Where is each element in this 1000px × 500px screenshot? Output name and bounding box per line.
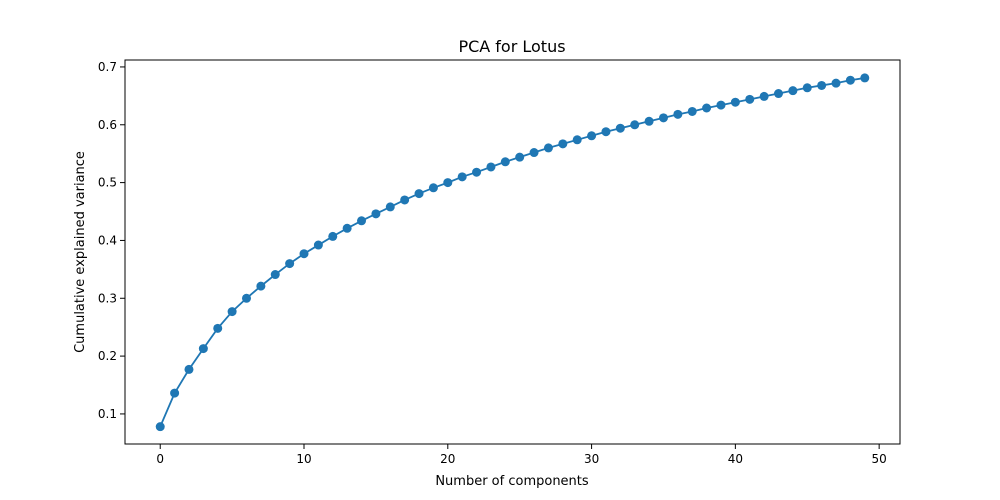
data-series xyxy=(155,73,870,432)
data-point xyxy=(155,422,165,432)
data-point xyxy=(774,89,784,99)
data-point xyxy=(357,216,367,226)
data-point xyxy=(184,364,194,374)
data-point xyxy=(658,113,668,123)
data-point xyxy=(443,178,453,188)
data-point xyxy=(486,162,496,172)
data-point xyxy=(644,116,654,126)
data-point xyxy=(328,231,338,241)
x-tick-label: 40 xyxy=(728,452,743,466)
data-point xyxy=(472,167,482,177)
data-point xyxy=(817,80,827,90)
data-point xyxy=(371,209,381,219)
data-point xyxy=(428,183,438,193)
data-point xyxy=(313,240,323,250)
data-point xyxy=(630,120,640,130)
data-point xyxy=(716,100,726,110)
data-point xyxy=(572,135,582,145)
x-tick-label: 50 xyxy=(872,452,887,466)
y-tick-label: 0.5 xyxy=(98,176,117,190)
data-point xyxy=(515,152,525,162)
data-point xyxy=(285,259,295,269)
data-point xyxy=(241,293,251,303)
y-tick-label: 0.6 xyxy=(98,118,117,132)
y-tick-label: 0.7 xyxy=(98,60,117,74)
data-point xyxy=(845,75,855,85)
data-point xyxy=(414,189,424,199)
x-tick-label: 10 xyxy=(296,452,311,466)
data-point xyxy=(385,202,395,212)
x-tick-label: 30 xyxy=(584,452,599,466)
data-point xyxy=(802,83,812,93)
data-point xyxy=(587,131,597,141)
chart-title: PCA for Lotus xyxy=(458,37,565,56)
x-axis-label: Number of components xyxy=(435,474,589,489)
data-point xyxy=(745,94,755,104)
data-point xyxy=(831,78,841,88)
data-point xyxy=(702,103,712,113)
data-point xyxy=(860,73,870,83)
data-point xyxy=(730,97,740,107)
data-point xyxy=(500,157,510,167)
data-point xyxy=(543,143,553,153)
data-point xyxy=(601,127,611,137)
x-tick-label: 20 xyxy=(440,452,455,466)
data-point xyxy=(170,388,180,398)
data-point xyxy=(673,109,683,119)
data-point xyxy=(227,307,237,317)
data-point xyxy=(687,106,697,116)
data-point xyxy=(759,91,769,101)
data-point xyxy=(213,323,223,333)
data-point xyxy=(615,123,625,133)
axis-ticks: 0 10 20 30 40 50 0.1 0.2 0.3 0.4 0.5 0.6 0.7 xyxy=(98,60,887,466)
data-point xyxy=(529,148,539,158)
data-point xyxy=(558,139,568,149)
data-point xyxy=(299,249,309,259)
y-tick-label: 0.3 xyxy=(98,291,117,305)
y-axis-label: Cumulative explained variance xyxy=(73,151,88,353)
y-tick-label: 0.1 xyxy=(98,407,117,421)
axes-frame xyxy=(124,59,901,445)
y-tick-label: 0.2 xyxy=(98,349,117,363)
data-point xyxy=(256,281,266,291)
x-tick-label: 0 xyxy=(156,452,164,466)
data-point xyxy=(457,172,467,182)
data-point xyxy=(788,86,798,96)
data-point xyxy=(400,195,410,205)
data-point xyxy=(342,223,352,233)
data-point xyxy=(270,270,280,280)
y-tick-label: 0.4 xyxy=(98,233,117,247)
data-point xyxy=(198,344,208,354)
